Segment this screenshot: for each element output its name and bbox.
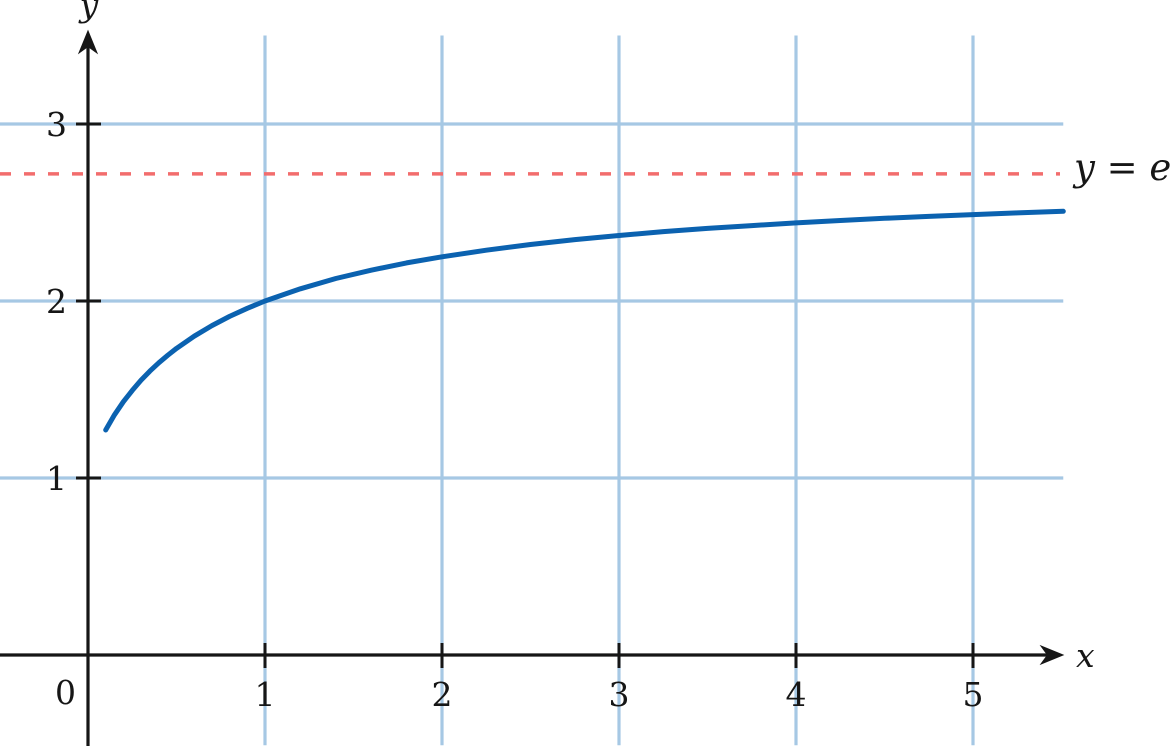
- y-tick-label: 3: [46, 105, 67, 144]
- x-tick-label: 1: [255, 675, 276, 714]
- grid-layer: [0, 35, 1064, 746]
- function-curve: [103, 208, 1066, 433]
- origin-label: 0: [55, 673, 76, 712]
- x-tick-label: 5: [963, 675, 984, 714]
- y-axis-arrow-icon: [77, 29, 99, 55]
- y-tick-label: 2: [46, 282, 67, 321]
- x-tick-label: 3: [609, 675, 630, 714]
- asymptote-label: y = e: [1072, 146, 1171, 189]
- y-axis-label: y: [78, 0, 99, 24]
- x-tick-label: 4: [786, 675, 807, 714]
- labels-layer: y = e 1 2 3 4 5 1 2 3 0 x y: [46, 0, 1171, 714]
- x-axis-label: x: [1076, 636, 1095, 675]
- curve-layer: [103, 208, 1066, 433]
- y-tick-label: 1: [46, 459, 67, 498]
- axes-layer: [0, 29, 1065, 746]
- x-tick-label: 2: [432, 675, 453, 714]
- x-axis-arrow-icon: [1039, 644, 1065, 666]
